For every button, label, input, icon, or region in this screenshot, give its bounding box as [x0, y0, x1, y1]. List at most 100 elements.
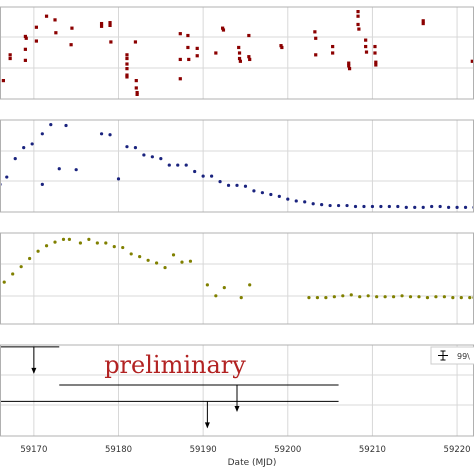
panel-frame: [0, 6, 474, 100]
data-point: [178, 77, 182, 81]
data-point: [356, 10, 360, 14]
data-point: [373, 44, 377, 49]
data-point: [138, 255, 142, 259]
data-point: [332, 295, 336, 299]
data-point: [269, 192, 273, 197]
data-point: [374, 60, 378, 64]
data-point: [341, 294, 345, 298]
data-point: [214, 51, 218, 55]
data-point: [248, 57, 252, 62]
data-point: [24, 36, 28, 40]
panel-frame: [0, 119, 474, 213]
data-point: [463, 205, 468, 209]
data-point: [331, 44, 335, 49]
data-point: [315, 296, 320, 300]
data-point: [135, 90, 139, 95]
upper-limit-marker: [0, 346, 60, 374]
data-point: [186, 45, 190, 50]
data-point: [280, 45, 284, 50]
data-point: [134, 86, 138, 90]
data-point: [40, 182, 44, 186]
data-point: [1, 79, 5, 83]
data-point: [70, 26, 74, 30]
data-point: [201, 174, 205, 178]
data-point: [193, 169, 197, 174]
data-point: [121, 245, 125, 250]
x-axis-label: Date (MJD): [228, 458, 277, 468]
x-tick-label: 59200: [274, 445, 301, 455]
data-point: [238, 59, 242, 63]
data-point: [13, 157, 17, 161]
panel-frame: [0, 232, 474, 325]
data-point: [54, 31, 58, 35]
data-point: [74, 168, 78, 172]
data-point: [154, 261, 159, 265]
data-point: [142, 153, 146, 157]
data-point: [186, 33, 190, 38]
data-point: [434, 295, 438, 299]
data-point: [455, 205, 459, 209]
panel-1: [0, 6, 474, 100]
data-point: [11, 272, 15, 276]
x-tick-label: 59170: [20, 445, 47, 455]
data-point: [69, 43, 73, 47]
data-point: [23, 34, 27, 39]
data-point: [108, 23, 112, 27]
data-point: [279, 44, 283, 48]
data-point: [125, 53, 129, 57]
preliminary-watermark: preliminary: [104, 351, 246, 379]
data-point: [125, 62, 129, 66]
data-point: [205, 283, 209, 287]
data-point: [135, 92, 139, 96]
data-point: [36, 249, 40, 253]
data-point: [442, 295, 446, 299]
data-point: [235, 183, 239, 187]
data-point: [468, 296, 472, 300]
data-point: [95, 241, 99, 245]
data-point: [195, 46, 199, 50]
data-point: [349, 293, 353, 297]
data-point: [239, 296, 243, 300]
x-tick-label: 59220: [444, 445, 471, 455]
data-point: [125, 67, 129, 71]
data-point: [370, 204, 375, 209]
data-point: [133, 40, 138, 44]
data-point: [57, 167, 61, 171]
data-point: [252, 189, 256, 193]
data-point: [364, 44, 368, 49]
data-point: [396, 204, 400, 209]
data-point: [226, 183, 231, 187]
data-point: [134, 79, 138, 83]
data-point: [8, 56, 12, 61]
data-point: [356, 14, 360, 18]
data-point: [413, 205, 417, 209]
data-point: [347, 67, 352, 71]
data-point: [356, 22, 360, 27]
data-point: [248, 283, 252, 287]
data-point: [125, 75, 129, 79]
data-point: [171, 253, 176, 257]
data-point: [364, 50, 369, 54]
data-point: [247, 55, 251, 59]
data-point: [366, 294, 370, 298]
data-point: [237, 56, 242, 61]
upper-limit-marker: [59, 384, 339, 413]
data-point: [324, 296, 328, 300]
data-point: [178, 57, 182, 62]
data-point: [104, 241, 108, 245]
data-point: [129, 252, 133, 256]
data-point: [176, 163, 180, 167]
data-point: [358, 295, 362, 299]
data-point: [320, 203, 324, 207]
data-point: [421, 19, 425, 23]
data-point: [383, 295, 387, 299]
data-point: [19, 265, 23, 269]
data-point: [374, 63, 378, 67]
data-point: [314, 53, 318, 57]
data-point: [99, 21, 104, 26]
data-point: [23, 58, 27, 62]
data-point: [184, 163, 188, 167]
data-point: [421, 21, 425, 26]
data-point: [163, 265, 167, 270]
data-point: [336, 203, 341, 208]
